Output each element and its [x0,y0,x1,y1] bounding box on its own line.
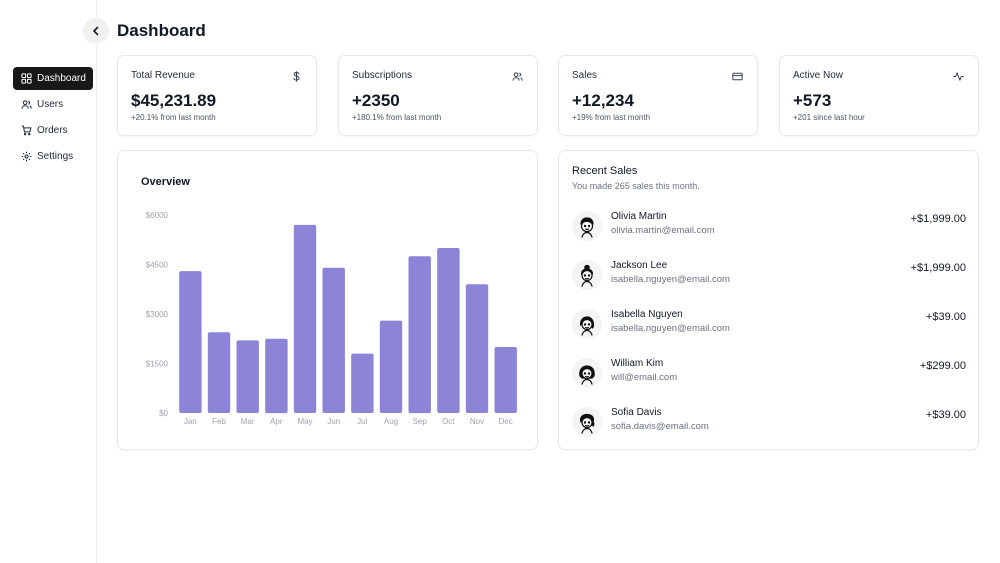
sidebar-item-dashboard[interactable]: Dashboard [13,67,93,90]
sale-customer-name: Sofia Davis [611,407,662,418]
sale-amount: +$1,999.00 [910,213,966,225]
users-icon [21,99,32,110]
dollar-icon [291,69,302,82]
x-tick-label: Sep [413,417,428,426]
stat-delta: +180.1% from last month [352,113,442,122]
stat-card-subscriptions: Subscriptions +2350 +180.1% from last mo… [338,55,538,136]
x-tick-label: Nov [470,417,484,426]
stat-card-total-revenue: Total Revenue $45,231.89 +20.1% from las… [117,55,317,136]
y-tick-label: $0 [159,409,168,418]
bar-aug[interactable] [379,320,403,413]
avatar [572,407,602,437]
sale-customer-name: Jackson Lee [611,260,668,271]
cart-icon [21,125,32,136]
sale-customer-email: sofia.davis@email.com [611,421,709,432]
stat-delta: +20.1% from last month [131,113,216,122]
sale-amount: +$39.00 [925,311,966,323]
stat-label: Sales [572,70,598,81]
avatar [572,358,602,388]
activity-icon [953,69,964,81]
sidebar-nav: Dashboard Users Orders Settings [13,67,93,171]
stat-value: +2350 [352,91,400,110]
sale-row: Isabella Nguyen isabella.nguyen@email.co… [572,307,966,343]
y-tick-label: $4500 [146,261,169,270]
sidebar-item-orders[interactable]: Orders [13,119,93,142]
sale-customer-name: Olivia Martin [611,211,667,222]
sale-customer-name: Isabella Nguyen [611,309,683,320]
sidebar-item-label: Orders [37,125,68,136]
overview-title: Overview [141,176,190,188]
stat-value: +12,234 [572,91,634,110]
x-tick-label: Jan [184,417,197,426]
y-tick-label: $6000 [146,211,169,220]
sale-customer-email: olivia.martin@email.com [611,225,715,236]
stat-card-active-now: Active Now +573 +201 since last hour [779,55,979,136]
x-tick-label: Feb [212,417,226,426]
sidebar-item-label: Settings [37,151,74,162]
sale-row: William Kim will@email.com +$299.00 [572,356,966,392]
stat-label: Total Revenue [131,70,195,81]
recent-sales-card: Recent Sales You made 265 sales this mon… [558,150,979,450]
stat-value: $45,231.89 [131,91,217,110]
bar-mar[interactable] [236,340,259,413]
bar-jul[interactable] [351,353,374,413]
sale-amount: +$299.00 [919,360,966,372]
stat-label: Subscriptions [352,70,413,81]
bar-dec[interactable] [494,347,517,413]
bar-feb[interactable] [207,332,231,413]
chevron-left-icon [93,26,99,36]
x-tick-label: Oct [442,417,455,426]
x-tick-label: Mar [241,417,255,426]
sale-customer-email: isabella.nguyen@email.com [611,323,730,334]
stat-card-sales: Sales +12,234 +19% from last month [558,55,758,136]
avatar [572,260,602,290]
avatar [572,309,602,339]
dashboard-icon [21,73,32,84]
sidebar-item-label: Users [37,99,64,110]
stat-delta: +19% from last month [572,113,651,122]
bar-oct[interactable] [437,248,460,413]
stat-delta: +201 since last hour [793,113,865,122]
x-tick-label: Dec [499,417,513,426]
recent-sales-title: Recent Sales [572,165,638,177]
x-tick-label: Apr [270,417,283,426]
bar-apr[interactable] [265,338,288,414]
sidebar-item-settings[interactable]: Settings [13,145,93,168]
overview-bar-chart: $0 $1500 $3000 $4500 $6000 Jan Feb Mar Apr May Jun… [146,211,517,426]
back-button[interactable] [83,18,109,44]
sidebar-item-label: Dashboard [37,73,86,84]
recent-sales-subtitle: You made 265 sales this month. [572,181,700,191]
bar-may[interactable] [293,224,317,413]
sale-row: Jackson Lee isabella.nguyen@email.com +$… [572,258,966,294]
sidebar-item-users[interactable]: Users [13,93,93,116]
x-tick-label: May [297,417,312,426]
sale-customer-email: isabella.nguyen@email.com [611,274,730,285]
credit-card-icon [732,69,743,81]
bar-jun[interactable] [322,267,345,413]
x-tick-label: Aug [384,417,398,426]
sale-customer-email: will@email.com [611,372,678,383]
avatar [572,211,602,241]
sale-customer-name: William Kim [611,358,664,369]
bar-jan[interactable] [179,271,202,413]
x-tick-label: Jul [357,417,367,426]
y-tick-label: $3000 [146,310,169,319]
users-icon [512,69,523,81]
y-tick-label: $1500 [146,360,169,369]
bar-nov[interactable] [465,284,489,413]
sale-amount: +$1,999.00 [910,262,966,274]
stat-value: +573 [793,91,832,110]
page-title: Dashboard [117,21,206,40]
sale-row: Olivia Martin olivia.martin@email.com +$… [572,209,966,245]
gear-icon [21,151,32,162]
bar-sep[interactable] [408,256,431,414]
sale-row: Sofia Davis sofia.davis@email.com +$39.0… [572,405,966,441]
stat-label: Active Now [793,70,844,81]
overview-card: Overview $0 $1500 $3000 $4500 $6000 Jan Feb Mar… [117,150,538,450]
sidebar: Dashboard Users Orders Settings [0,0,97,563]
x-tick-label: Jun [327,417,340,426]
sale-amount: +$39.00 [925,409,966,421]
